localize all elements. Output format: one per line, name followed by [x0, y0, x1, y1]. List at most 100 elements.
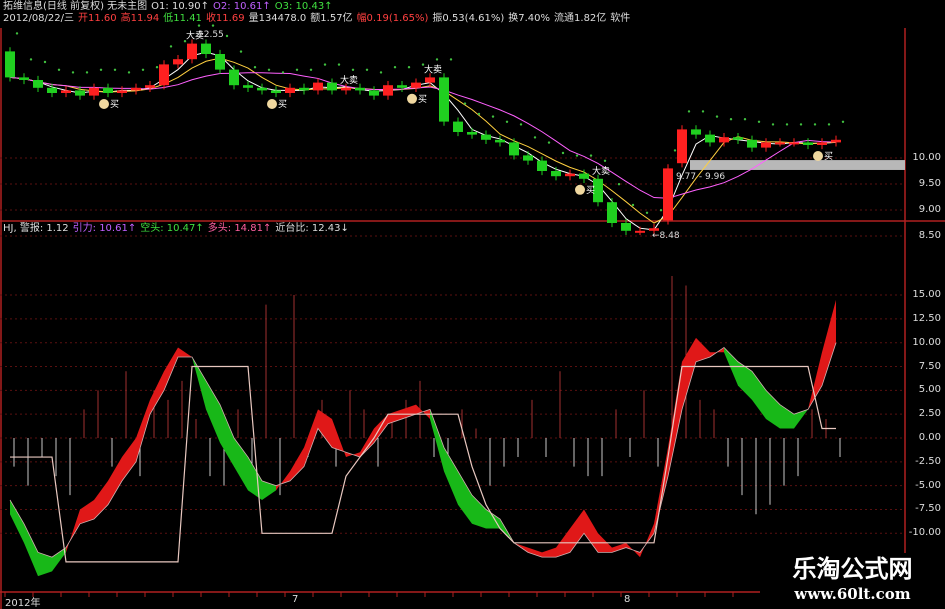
candle-body	[663, 168, 673, 221]
header.line2-4: 收11.69	[205, 13, 245, 24]
buy-signal-icon	[813, 151, 823, 161]
band-segment-red	[108, 457, 122, 505]
buy-signal: 买	[418, 94, 427, 105]
candle-body	[649, 228, 659, 231]
trend-dot	[491, 115, 495, 118]
trend-dot	[309, 68, 313, 72]
band-segment-red	[178, 347, 192, 357]
band-segment-red	[164, 347, 178, 391]
sell-signal: 大卖	[592, 165, 610, 177]
trend-dot	[673, 149, 677, 152]
header.line2-11: 软件	[610, 13, 631, 24]
band-segment-red	[332, 418, 346, 458]
trend-dot	[379, 71, 383, 74]
band-segment-red	[696, 337, 710, 362]
trend-dot	[687, 110, 691, 113]
indicator-tick-label: -5.00	[915, 479, 941, 491]
indicator-tick-label: 10.00	[912, 336, 941, 348]
trend-dot	[799, 123, 803, 126]
trend-dot	[659, 209, 663, 212]
band-segment-red	[808, 352, 822, 410]
candle-body	[439, 77, 449, 122]
trend-dot	[407, 66, 411, 69]
candle-body	[327, 82, 337, 91]
candle-body	[425, 77, 435, 83]
trend-dot	[197, 24, 201, 27]
indicator-line-b	[9, 342, 837, 558]
candle-body	[453, 121, 463, 132]
band-segment-red	[612, 542, 626, 553]
band-segment-green	[24, 523, 38, 577]
trend-dot	[15, 32, 19, 35]
header.line2-3: 低11.41	[163, 13, 202, 24]
trend-dot	[449, 58, 453, 61]
header.line1-2: O2: 10.61↑	[212, 1, 271, 12]
time-label-july: 7	[292, 594, 299, 605]
band-segment-green	[234, 438, 248, 491]
trend-dot	[239, 50, 243, 53]
candle-body	[789, 142, 799, 145]
band-segment-red	[528, 547, 542, 558]
sell-signal: 大卖	[186, 30, 204, 42]
candle-body	[355, 87, 365, 91]
trend-dot	[71, 71, 75, 74]
candle-body	[817, 142, 827, 145]
candle-body	[229, 69, 239, 86]
low-price-label: ←8.48	[652, 231, 680, 241]
candle-body	[495, 139, 505, 143]
band-segment-red	[94, 480, 108, 520]
candle-body	[47, 87, 57, 93]
header.line2-0: 2012/08/22/三	[3, 13, 75, 24]
trend-dot	[281, 71, 285, 74]
sell-signal: 大卖	[340, 74, 358, 86]
trend-dot	[127, 71, 131, 74]
band-range-label: 9.77 - 9.96	[676, 172, 726, 182]
trend-dot	[85, 71, 89, 74]
candle-body	[215, 54, 225, 70]
candle-body	[565, 173, 575, 177]
band-segment-red	[290, 447, 304, 481]
candle-body	[285, 87, 295, 93]
indicator_header-0: HJ, 警报: 1.12	[3, 223, 69, 234]
indicator_header-1: 引力: 10.61↑	[72, 223, 137, 234]
candle-body	[509, 142, 519, 156]
band-segment-green	[472, 495, 486, 529]
candle-body	[89, 87, 99, 96]
band-segment-red	[570, 509, 584, 553]
trend-dot	[771, 123, 775, 126]
band-segment-green	[10, 499, 24, 543]
trend-dot	[169, 45, 173, 48]
candle-body	[173, 59, 183, 65]
candle-body	[75, 90, 85, 96]
header.line2-1: 开11.60	[78, 13, 117, 24]
trend-dot	[351, 68, 355, 72]
band-segment-green	[262, 480, 276, 500]
quote-info-line: 2012/08/22/三 开11.60 高11.94 低11.41 收11.69 量134…	[3, 13, 634, 25]
trend-dot	[589, 154, 593, 157]
band-segment-red	[80, 499, 94, 524]
candle-body	[145, 85, 155, 88]
chart-title-line: 拓维信息(日线 前复权) 无未主图 O1: 10.90↑ O2: 10.61↑ O3:…	[3, 1, 337, 13]
band-segment-red	[318, 409, 332, 448]
ma-line-long	[9, 72, 837, 199]
candle-body	[551, 171, 561, 177]
buy-signal-icon	[575, 184, 585, 195]
indicator-tick-label: 0.00	[918, 432, 941, 443]
band-segment-green	[220, 404, 234, 467]
trend-dot	[253, 66, 257, 69]
band-segment-green	[794, 409, 808, 429]
header.line2-9: 换7.40%	[508, 13, 551, 24]
band-segment-red	[416, 404, 430, 419]
band-segment-green	[248, 457, 262, 500]
price-tick-label: 9.00	[918, 204, 941, 215]
band-segment-green	[206, 380, 220, 443]
candle-body	[579, 173, 589, 179]
header.line1-1: O1: 10.90↑	[151, 1, 209, 12]
header.line2-7: 幅0.19(1.65%)	[356, 13, 429, 24]
trend-dot	[421, 63, 425, 66]
candle-body	[803, 142, 813, 145]
trend-dot	[533, 136, 537, 139]
candle-body	[131, 87, 141, 91]
candle-body	[831, 139, 841, 143]
